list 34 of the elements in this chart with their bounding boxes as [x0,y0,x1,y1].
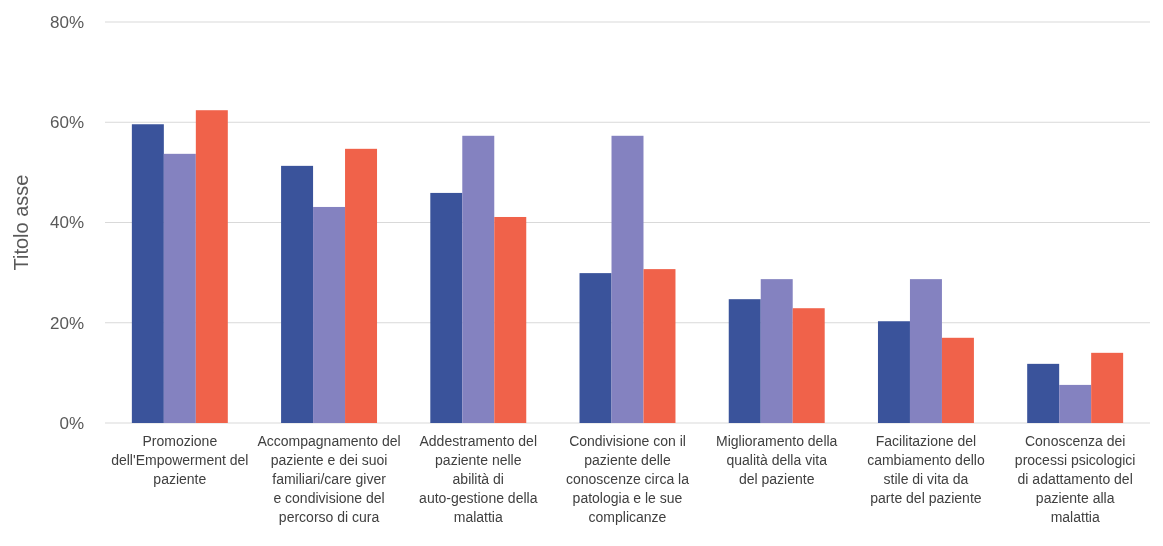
x-tick-label: Facilitazione del cambiamento dello stile di vita da parte del paziente [867,433,985,506]
bar [1059,384,1092,423]
y-tick-label: 60% [49,113,84,133]
bar [195,110,228,423]
bar [462,135,495,423]
bar [760,279,793,423]
bar [430,192,463,423]
bar [131,124,164,423]
y-tick-label: 0% [59,413,84,433]
bar [792,308,825,423]
bar [728,299,761,423]
bar [611,135,644,423]
x-tick-label: Promozione dell'Empowerment del paziente [111,433,249,487]
bar [281,165,314,423]
bar [909,279,942,423]
y-tick-label: 40% [49,213,84,233]
x-tick-label: Condivisione con il paziente delle conoscenze circa la patologia e le sue complicanze [566,433,690,525]
bar [1027,363,1060,423]
bar [643,269,676,423]
x-tick-label: Addestramento del paziente nelle abilità di auto-gestione della malattia [419,433,538,525]
bar [163,153,196,423]
bar [494,216,527,423]
x-tick-label: Accompagnamento del paziente e dei suoi familiari/care giver e condivisione del percorso di cura [257,433,401,525]
bar [313,206,346,423]
x-tick-label: Miglioramento della qualità della vita del paziente [716,433,838,487]
bar [877,321,910,423]
bar [579,273,612,423]
y-tick-label: 20% [49,313,84,333]
y-axis-title: Titolo asse [10,174,32,271]
bar [941,337,974,423]
bar [1091,352,1124,423]
x-tick-label: Conoscenza dei processi psicologici di adattamento del paziente alla malattia [1014,433,1136,525]
y-tick-label: 80% [49,12,84,32]
bar [345,148,378,423]
